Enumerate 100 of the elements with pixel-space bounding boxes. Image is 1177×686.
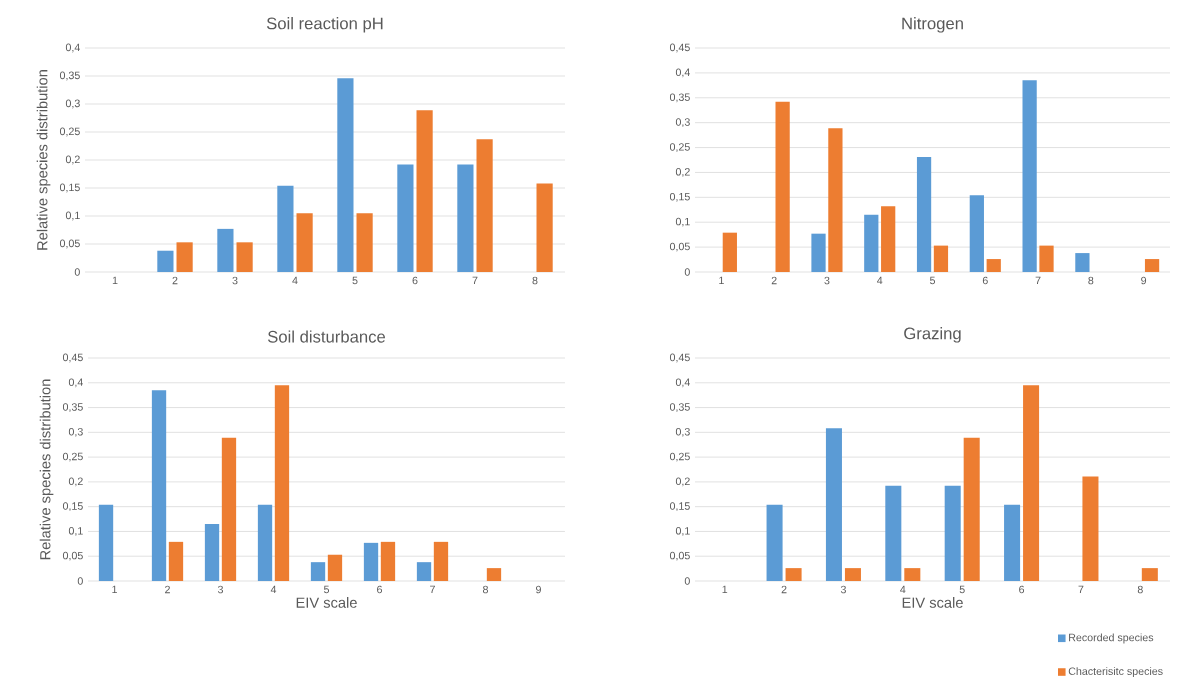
- x-tick-label: 3: [840, 585, 846, 594]
- bar: [277, 185, 294, 272]
- legend-label: Recorded species: [1069, 633, 1154, 644]
- x-tick-label: 2: [172, 276, 178, 285]
- y-tick-label: 0,1: [65, 211, 80, 221]
- y-tick-label: 0,3: [65, 99, 80, 109]
- x-tick-label: 5: [959, 585, 965, 594]
- x-tick-label: 1: [112, 276, 118, 285]
- bar: [176, 242, 193, 272]
- x-tick-label: 4: [270, 585, 277, 594]
- x-tick-label: 6: [982, 276, 988, 285]
- bar: [433, 541, 449, 581]
- y-tick-label: 0,35: [669, 403, 690, 412]
- bar: [337, 78, 354, 272]
- bar: [986, 259, 1001, 272]
- bar: [1075, 253, 1090, 272]
- bar: [157, 250, 174, 272]
- y-axis-title: Relative species distribution: [39, 379, 54, 560]
- y-tick-label: 0,45: [669, 353, 690, 363]
- bar: [1004, 504, 1021, 581]
- x-tick-label: 8: [1088, 276, 1094, 285]
- y-tick-label: 0,4: [65, 43, 80, 53]
- bar: [1141, 568, 1158, 581]
- y-tick-label: 0,3: [675, 118, 690, 128]
- bar: [356, 213, 373, 272]
- x-tick-label: 6: [1019, 585, 1025, 594]
- x-tick-label: 1: [719, 276, 724, 285]
- bar: [766, 504, 783, 581]
- y-tick-label: 0,05: [62, 551, 83, 561]
- bar: [1023, 385, 1040, 581]
- x-axis-title: EIV scale: [902, 597, 963, 608]
- bar: [885, 485, 902, 581]
- x-tick-label: 2: [781, 585, 787, 594]
- x-tick-label: 4: [292, 276, 298, 285]
- y-tick-label: 0,1: [675, 527, 690, 536]
- y-tick-label: 0,25: [669, 143, 690, 152]
- y-tick-label: 0,45: [62, 353, 83, 363]
- y-tick-label: 0,35: [669, 93, 690, 103]
- bar: [397, 164, 414, 272]
- bar: [864, 214, 879, 272]
- x-tick-label: 4: [900, 585, 906, 594]
- y-tick-label: 0,15: [62, 502, 83, 512]
- y-tick-label: 0,1: [675, 217, 690, 227]
- bar: [1144, 259, 1160, 272]
- bar: [363, 542, 379, 581]
- x-tick-label: 7: [430, 585, 435, 594]
- y-tick-label: 0,3: [675, 427, 690, 437]
- x-tick-label: 7: [472, 276, 478, 285]
- y-tick-label: 0,35: [62, 403, 83, 412]
- y-tick-label: 0,3: [68, 427, 83, 437]
- bar: [310, 562, 326, 581]
- y-tick-label: 0: [684, 268, 690, 276]
- bar: [296, 213, 313, 272]
- x-tick-label: 1: [112, 585, 117, 594]
- y-tick-label: 0: [684, 577, 690, 585]
- bar: [151, 390, 167, 581]
- bar: [933, 245, 949, 272]
- y-tick-label: 0,4: [68, 378, 83, 388]
- y-axis-title: Relative species distribution: [36, 70, 51, 250]
- legend-label: Chacterisitc species: [1068, 667, 1163, 678]
- y-tick-label: 0: [74, 268, 80, 276]
- y-tick-label: 0,25: [62, 452, 83, 462]
- y-tick-label: 0,35: [59, 71, 80, 81]
- x-tick-label: 3: [232, 276, 238, 285]
- x-tick-label: 2: [771, 276, 777, 285]
- x-tick-label: 7: [1035, 276, 1041, 285]
- x-tick-label: 6: [412, 276, 418, 285]
- chart-title: Soil reaction pH: [266, 17, 383, 33]
- bar: [217, 228, 234, 272]
- bar: [1022, 80, 1037, 272]
- bar: [221, 437, 237, 581]
- x-tick-label: 5: [323, 585, 330, 594]
- bar: [257, 504, 273, 581]
- bar: [536, 183, 553, 272]
- x-tick-label: 5: [352, 276, 358, 285]
- bar: [904, 568, 921, 581]
- y-tick-label: 0,1: [68, 527, 83, 536]
- x-tick-label: 1: [722, 585, 728, 594]
- y-tick-label: 0,2: [65, 155, 80, 165]
- bar: [722, 232, 737, 272]
- bar: [969, 195, 984, 272]
- y-tick-label: 0,25: [669, 452, 690, 462]
- x-axis-title: EIV scale: [296, 597, 357, 608]
- bar: [775, 101, 790, 272]
- bar: [486, 568, 502, 581]
- bar: [844, 568, 861, 581]
- bar: [476, 139, 493, 272]
- x-tick-label: 8: [1137, 585, 1143, 594]
- x-tick-label: 3: [217, 585, 223, 594]
- x-tick-label: 6: [377, 585, 382, 594]
- bar: [168, 541, 184, 581]
- chart-title: Soil disturbance: [267, 330, 386, 343]
- x-tick-label: 7: [1078, 585, 1084, 594]
- bar: [98, 504, 114, 581]
- y-tick-label: 0,25: [59, 127, 80, 137]
- bar: [236, 242, 253, 272]
- y-tick-label: 0,2: [675, 477, 690, 487]
- bar: [825, 428, 842, 581]
- y-tick-label: 0,05: [669, 242, 690, 252]
- chart-title: Nitrogen: [902, 17, 963, 33]
